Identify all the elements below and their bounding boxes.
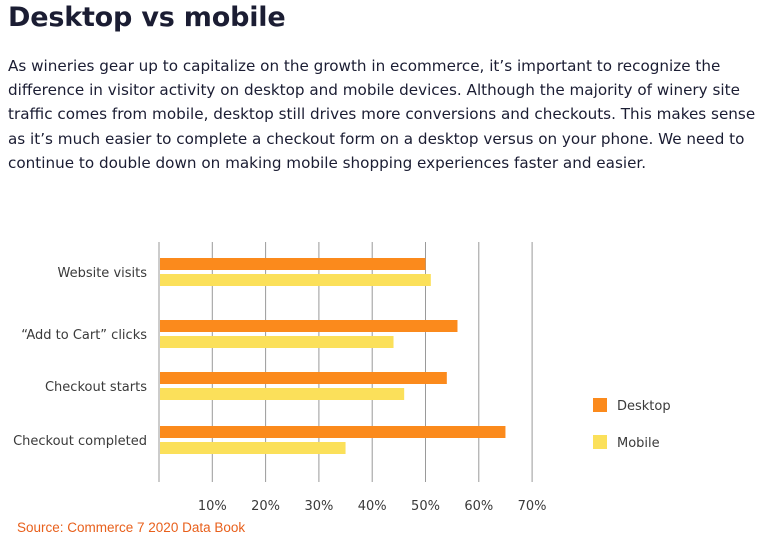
legend-swatch-mobile (593, 435, 607, 449)
legend-label-desktop: Desktop (617, 399, 671, 414)
bar-mobile-1 (160, 336, 394, 348)
x-tick-label-30: 30% (304, 499, 333, 514)
category-label-0: Website visits (57, 266, 147, 281)
bar-desktop-1 (160, 320, 458, 332)
category-label-1: “Add to Cart” clicks (21, 328, 147, 343)
x-tick-label-20: 20% (251, 499, 280, 514)
bar-desktop-3 (160, 426, 506, 438)
intro-paragraph: As wineries gear up to capitalize on the… (8, 57, 756, 172)
bar-desktop-2 (160, 372, 447, 384)
x-tick-label-60: 60% (464, 499, 493, 514)
bar-mobile-2 (160, 388, 405, 400)
bar-desktop-0 (160, 258, 426, 270)
x-tick-label-40: 40% (358, 499, 387, 514)
x-tick-label-70: 70% (518, 499, 547, 514)
source-note: Source: Commerce 7 2020 Data Book (17, 520, 246, 535)
category-label-2: Checkout starts (45, 380, 147, 395)
category-label-3: Checkout completed (13, 434, 147, 449)
page-title: Desktop vs mobile (8, 2, 286, 33)
legend-label-mobile: Mobile (617, 436, 660, 451)
x-tick-label-50: 50% (411, 499, 440, 514)
bar-mobile-3 (160, 442, 346, 454)
legend-swatch-desktop (593, 398, 607, 412)
bar-mobile-0 (160, 274, 431, 286)
x-tick-label-10: 10% (198, 499, 227, 514)
